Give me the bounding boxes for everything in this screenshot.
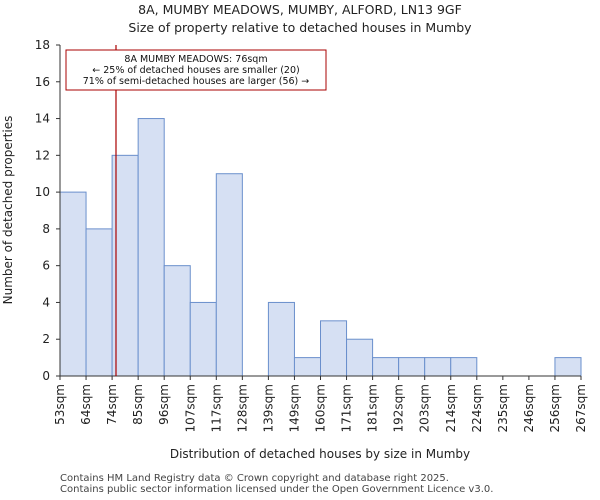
x-tick-label: 192sqm xyxy=(392,384,406,432)
bar-181sqm xyxy=(372,357,400,377)
bar-107sqm xyxy=(189,301,217,377)
y-axis-label: Number of detached properties xyxy=(1,116,15,305)
annotation-group: 8A MUMBY MEADOWS: 76sqm← 25% of detached… xyxy=(65,49,327,91)
bar-160sqm xyxy=(320,320,348,377)
y-tick-label: 18 xyxy=(35,38,50,52)
bar-214sqm xyxy=(450,357,478,377)
x-tick-label: 224sqm xyxy=(470,384,484,432)
x-tick-label: 53sqm xyxy=(53,384,67,425)
x-tick-label: 74sqm xyxy=(105,384,119,425)
y-tick-label: 16 xyxy=(35,75,50,89)
bar-64sqm xyxy=(85,228,113,377)
annotation-line-2: ← 25% of detached houses are smaller (20… xyxy=(92,65,299,76)
y-tick-label: 10 xyxy=(35,185,50,199)
bar-149sqm xyxy=(293,357,322,377)
y-tick-label: 4 xyxy=(42,295,50,309)
x-tick-label: 85sqm xyxy=(131,384,145,425)
bar-256sqm xyxy=(554,357,582,377)
x-axis-label: Distribution of detached houses by size … xyxy=(170,447,470,461)
bars-group xyxy=(59,118,582,377)
x-tick-label: 149sqm xyxy=(287,384,301,432)
x-tick-label: 96sqm xyxy=(157,384,171,425)
footer-line-2: Contains public sector information licen… xyxy=(60,484,494,495)
bar-192sqm xyxy=(398,357,426,377)
annotation-line-3: 71% of semi-detached houses are larger (… xyxy=(83,76,310,87)
bar-117sqm xyxy=(215,173,243,377)
y-tick-label: 12 xyxy=(35,148,50,162)
chart-subtitle: Size of property relative to detached ho… xyxy=(128,20,472,35)
footer-line-1: Contains HM Land Registry data © Crown c… xyxy=(60,473,449,484)
bar-139sqm xyxy=(267,301,295,377)
x-tick-label: 171sqm xyxy=(340,384,354,432)
x-tick-label: 107sqm xyxy=(183,384,197,432)
x-tick-label: 128sqm xyxy=(235,384,249,432)
y-tick-label: 6 xyxy=(42,259,50,273)
y-tick-label: 2 xyxy=(42,332,50,346)
y-tick-label: 0 xyxy=(42,369,50,383)
x-tick-label: 181sqm xyxy=(366,384,380,432)
tick-labels-group: 0 2 4 6 8 10 12 14 16 18 53sqm 64sqm 74sqm 85sqm 96sqm… xyxy=(35,38,588,432)
y-tick-label: 14 xyxy=(35,112,50,126)
bar-53sqm xyxy=(59,191,87,377)
x-tick-label: 256sqm xyxy=(548,384,562,432)
x-tick-label: 160sqm xyxy=(314,384,328,432)
x-tick-label: 214sqm xyxy=(444,384,458,432)
x-tick-label: 235sqm xyxy=(496,384,510,432)
chart-title: 8A, MUMBY MEADOWS, MUMBY, ALFORD, LN13 9… xyxy=(138,2,462,17)
bar-96sqm xyxy=(163,265,191,377)
x-tick-label: 139sqm xyxy=(261,384,275,432)
x-tick-label: 117sqm xyxy=(209,384,223,432)
x-tick-label: 64sqm xyxy=(79,384,93,425)
x-tick-label: 246sqm xyxy=(522,384,536,432)
y-tick-label: 8 xyxy=(42,222,50,236)
bar-171sqm xyxy=(346,338,374,377)
x-tick-label: 267sqm xyxy=(574,384,588,432)
annotation-line-1: 8A MUMBY MEADOWS: 76sqm xyxy=(124,54,267,65)
chart-area: 0 2 4 6 8 10 12 14 16 18 53sqm 64sqm 74sqm 85sqm 96sqm… xyxy=(1,38,588,461)
bar-203sqm xyxy=(424,357,452,377)
annotation-box xyxy=(65,49,327,91)
bar-85sqm xyxy=(137,118,165,377)
x-tick-label: 203sqm xyxy=(418,384,432,432)
